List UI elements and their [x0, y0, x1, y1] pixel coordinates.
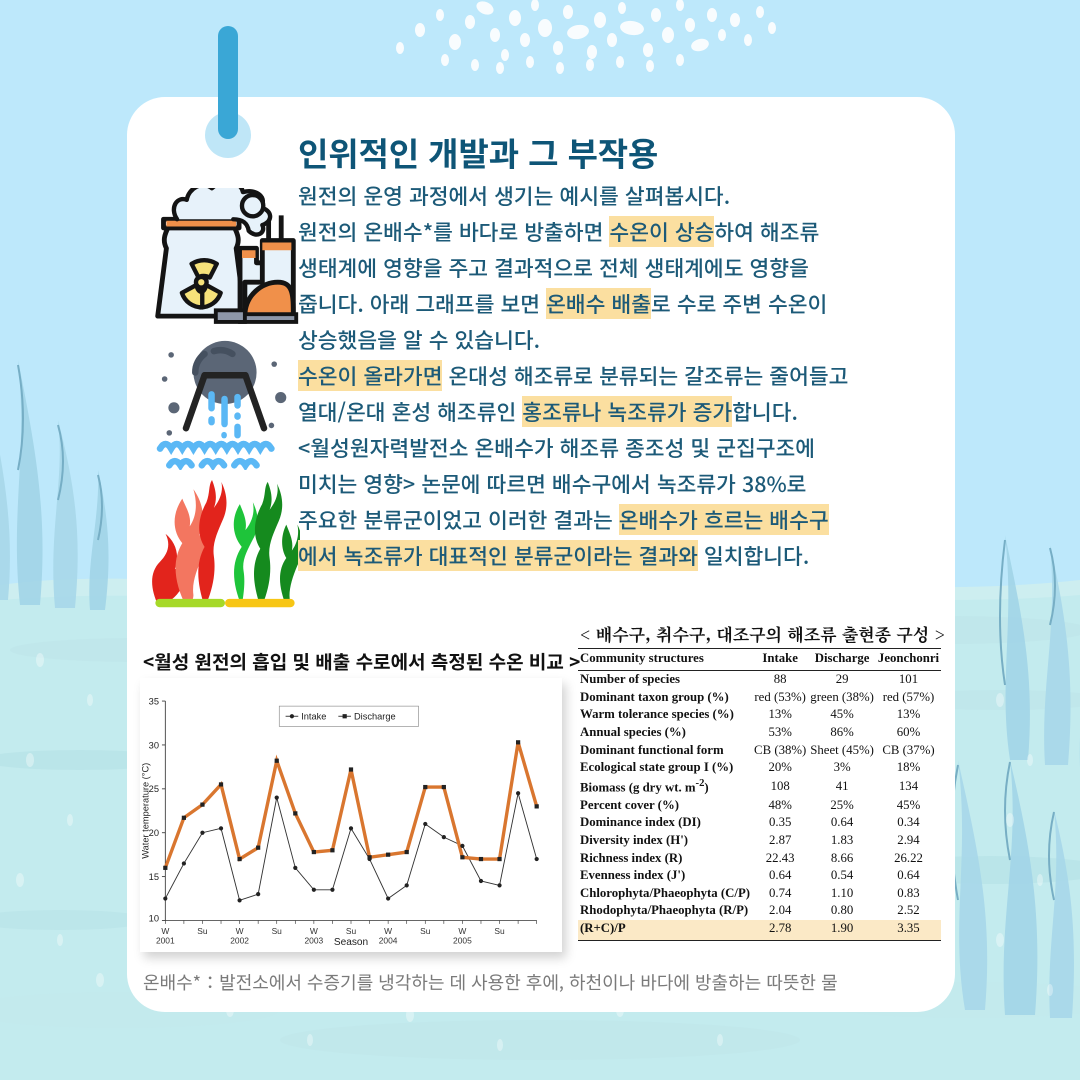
svg-text:W: W: [458, 926, 466, 936]
svg-text:15: 15: [149, 872, 159, 882]
svg-text:Season: Season: [334, 937, 368, 948]
svg-text:W: W: [384, 926, 392, 936]
svg-text:Discharge: Discharge: [354, 712, 396, 722]
svg-text:W: W: [236, 926, 244, 936]
svg-text:2005: 2005: [453, 936, 472, 946]
svg-text:Su: Su: [197, 926, 208, 936]
svg-text:35: 35: [149, 696, 159, 706]
svg-text:2003: 2003: [304, 936, 323, 946]
svg-text:Su: Su: [420, 926, 431, 936]
svg-text:2004: 2004: [379, 936, 398, 946]
svg-text:Intake: Intake: [301, 712, 326, 722]
svg-text:Su: Su: [346, 926, 357, 936]
svg-text:2002: 2002: [230, 936, 249, 946]
svg-text:Su: Su: [272, 926, 283, 936]
svg-text:Su: Su: [494, 926, 505, 936]
svg-text:Water temperature (°C): Water temperature (°C): [140, 763, 150, 859]
svg-text:30: 30: [149, 740, 159, 750]
svg-text:2001: 2001: [156, 936, 175, 946]
svg-text:10: 10: [149, 913, 159, 923]
svg-text:W: W: [310, 926, 318, 936]
svg-text:W: W: [161, 926, 169, 936]
